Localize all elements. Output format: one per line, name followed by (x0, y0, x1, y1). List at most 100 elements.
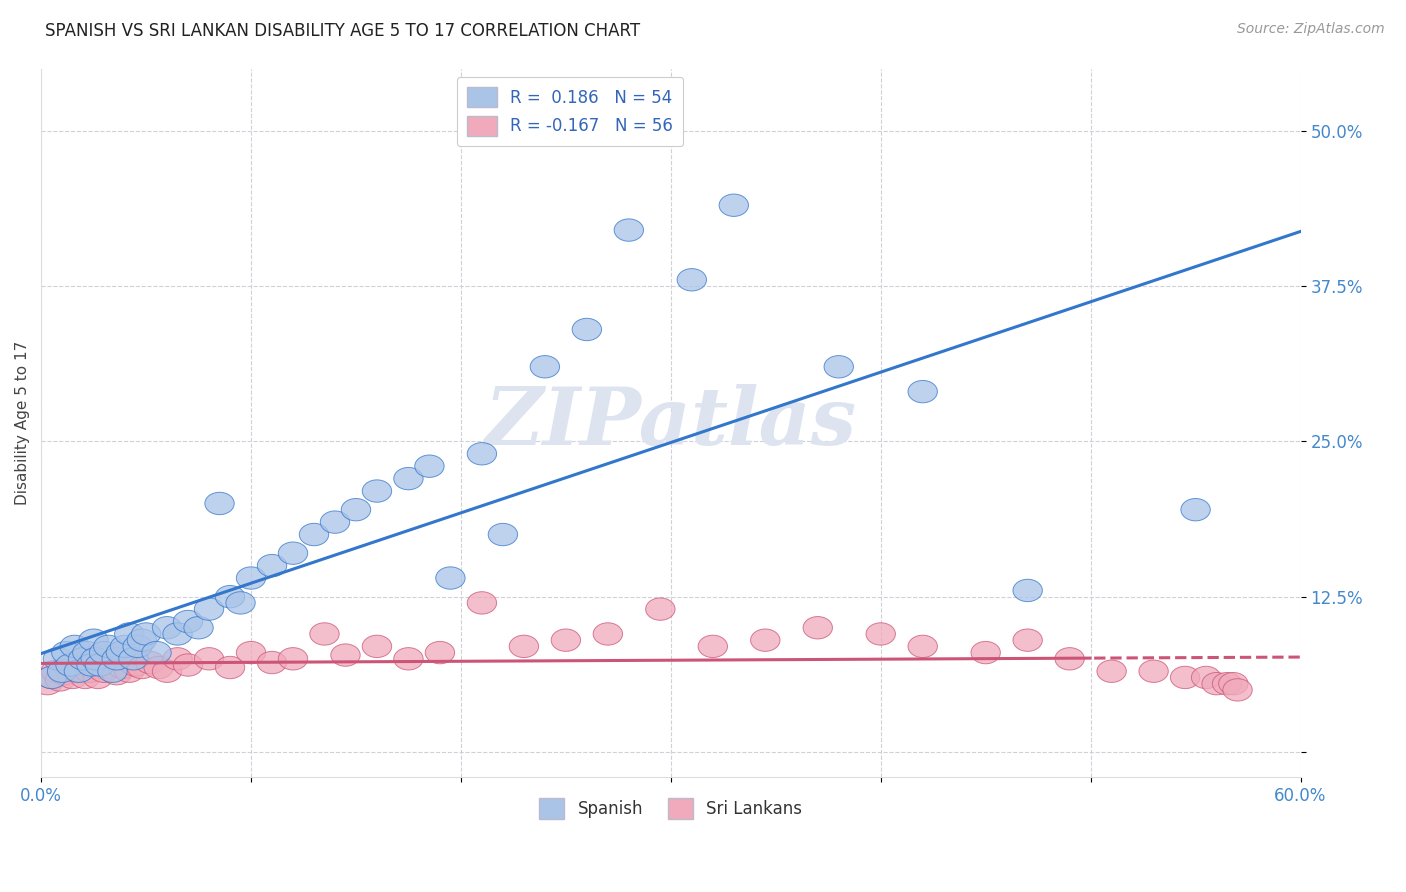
Ellipse shape (718, 194, 748, 217)
Ellipse shape (70, 666, 100, 689)
Ellipse shape (215, 657, 245, 679)
Ellipse shape (1139, 660, 1168, 682)
Ellipse shape (699, 635, 727, 657)
Ellipse shape (415, 455, 444, 477)
Ellipse shape (1219, 673, 1249, 695)
Ellipse shape (363, 635, 392, 657)
Ellipse shape (62, 660, 91, 682)
Text: SPANISH VS SRI LANKAN DISABILITY AGE 5 TO 17 CORRELATION CHART: SPANISH VS SRI LANKAN DISABILITY AGE 5 T… (45, 22, 640, 40)
Ellipse shape (114, 623, 143, 645)
Text: ZIPatlas: ZIPatlas (485, 384, 856, 461)
Ellipse shape (436, 566, 465, 590)
Ellipse shape (107, 641, 135, 664)
Ellipse shape (49, 663, 79, 685)
Ellipse shape (184, 616, 214, 639)
Ellipse shape (299, 524, 329, 546)
Ellipse shape (56, 654, 86, 676)
Ellipse shape (1097, 660, 1126, 682)
Ellipse shape (551, 629, 581, 651)
Ellipse shape (135, 651, 165, 673)
Ellipse shape (66, 654, 96, 676)
Ellipse shape (173, 610, 202, 632)
Ellipse shape (79, 629, 108, 651)
Ellipse shape (69, 648, 98, 670)
Ellipse shape (37, 666, 66, 689)
Ellipse shape (309, 623, 339, 645)
Ellipse shape (142, 641, 172, 664)
Ellipse shape (65, 660, 94, 682)
Ellipse shape (257, 555, 287, 577)
Ellipse shape (108, 657, 138, 679)
Ellipse shape (908, 635, 938, 657)
Ellipse shape (215, 585, 245, 607)
Ellipse shape (82, 648, 111, 670)
Ellipse shape (163, 648, 193, 670)
Y-axis label: Disability Age 5 to 17: Disability Age 5 to 17 (15, 341, 30, 505)
Ellipse shape (236, 641, 266, 664)
Ellipse shape (131, 623, 160, 645)
Ellipse shape (363, 480, 392, 502)
Ellipse shape (94, 635, 122, 657)
Ellipse shape (509, 635, 538, 657)
Ellipse shape (127, 657, 156, 679)
Ellipse shape (394, 467, 423, 490)
Ellipse shape (73, 641, 103, 664)
Ellipse shape (58, 666, 87, 689)
Ellipse shape (44, 648, 73, 670)
Ellipse shape (467, 591, 496, 614)
Ellipse shape (236, 566, 266, 590)
Ellipse shape (127, 629, 156, 651)
Ellipse shape (593, 623, 623, 645)
Ellipse shape (90, 660, 118, 682)
Text: Source: ZipAtlas.com: Source: ZipAtlas.com (1237, 22, 1385, 37)
Ellipse shape (121, 654, 150, 676)
Ellipse shape (1054, 648, 1084, 670)
Ellipse shape (972, 641, 1001, 664)
Ellipse shape (96, 657, 125, 679)
Ellipse shape (1181, 499, 1211, 521)
Ellipse shape (41, 660, 70, 682)
Ellipse shape (908, 381, 938, 403)
Ellipse shape (467, 442, 496, 465)
Ellipse shape (205, 492, 235, 515)
Ellipse shape (678, 268, 706, 291)
Ellipse shape (98, 660, 127, 682)
Ellipse shape (53, 657, 83, 679)
Ellipse shape (1191, 666, 1220, 689)
Ellipse shape (152, 660, 181, 682)
Ellipse shape (173, 654, 202, 676)
Ellipse shape (118, 648, 148, 670)
Ellipse shape (194, 648, 224, 670)
Ellipse shape (1202, 673, 1232, 695)
Ellipse shape (614, 219, 644, 241)
Ellipse shape (45, 669, 75, 691)
Ellipse shape (278, 542, 308, 565)
Ellipse shape (52, 641, 82, 664)
Ellipse shape (278, 648, 308, 670)
Ellipse shape (86, 654, 114, 676)
Ellipse shape (330, 644, 360, 666)
Ellipse shape (530, 356, 560, 378)
Ellipse shape (803, 616, 832, 639)
Ellipse shape (60, 635, 90, 657)
Ellipse shape (90, 641, 118, 664)
Ellipse shape (152, 616, 181, 639)
Ellipse shape (48, 660, 77, 682)
Ellipse shape (394, 648, 423, 670)
Ellipse shape (866, 623, 896, 645)
Ellipse shape (114, 660, 143, 682)
Ellipse shape (83, 666, 112, 689)
Ellipse shape (751, 629, 780, 651)
Ellipse shape (103, 648, 131, 670)
Ellipse shape (226, 591, 256, 614)
Legend: Spanish, Sri Lankans: Spanish, Sri Lankans (533, 791, 808, 825)
Ellipse shape (1012, 629, 1042, 651)
Ellipse shape (1170, 666, 1199, 689)
Ellipse shape (1223, 679, 1253, 701)
Ellipse shape (163, 623, 193, 645)
Ellipse shape (342, 499, 371, 521)
Ellipse shape (37, 666, 66, 689)
Ellipse shape (75, 660, 104, 682)
Ellipse shape (572, 318, 602, 341)
Ellipse shape (103, 663, 131, 685)
